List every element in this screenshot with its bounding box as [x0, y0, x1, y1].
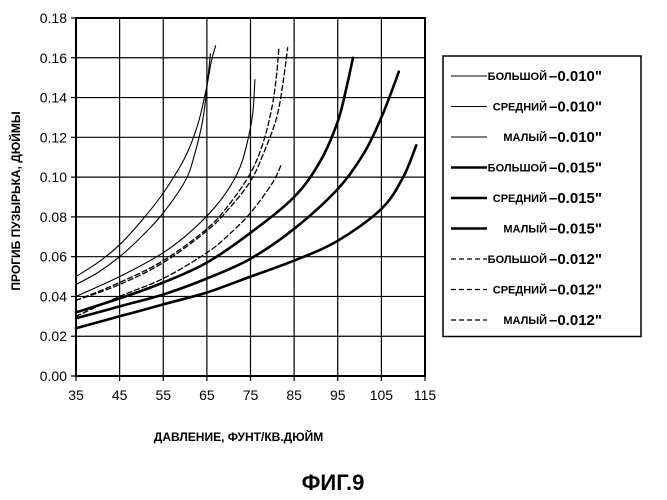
x-axis-label: ДАВЛЕНИЕ, ФУНТ/КВ.ДЮЙМ [154, 429, 323, 444]
x-tick-label: 115 [414, 387, 437, 403]
x-tick-label: 85 [286, 387, 302, 403]
legend-thickness-value: –0.012" [549, 282, 602, 299]
legend-thickness-value: –0.015" [549, 190, 602, 207]
figure-title: ФИГ.9 [302, 470, 365, 495]
x-axis-ticks: 35 45 55 65 75 85 95 105 115 [68, 376, 436, 403]
legend-thickness-value: –0.012" [549, 312, 602, 329]
grid [76, 18, 425, 376]
x-tick-label: 65 [199, 387, 215, 403]
legend-thickness-value: –0.015" [549, 221, 602, 238]
legend-series-name: БОЛЬШОЙ [488, 253, 547, 266]
series-line-7 [76, 48, 279, 301]
y-tick-label: 0.08 [40, 209, 67, 225]
legend-series-name: БОЛЬШОЙ [488, 162, 547, 175]
legend-series-name: МАЛЫЙ [503, 223, 547, 236]
legend-series-name: СРЕДНИЙ [493, 284, 547, 297]
series-line-2 [76, 54, 210, 285]
y-tick-label: 0.10 [40, 169, 67, 185]
y-axis-ticks: 0.00 0.02 0.04 0.06 0.08 0.10 0.12 0.14 0.16 0.18 [40, 10, 76, 384]
x-tick-label: 105 [370, 387, 394, 403]
x-tick-label: 75 [243, 387, 259, 403]
y-tick-label: 0.04 [40, 288, 67, 304]
y-tick-label: 0.16 [40, 50, 67, 66]
legend-thickness-value: –0.010" [549, 99, 602, 116]
y-tick-label: 0.06 [40, 249, 67, 265]
y-tick-label: 0.14 [40, 90, 67, 106]
legend-series-name: СРЕДНИЙ [493, 101, 547, 114]
legend-thickness-value: –0.012" [549, 251, 602, 268]
legend-thickness-value: –0.015" [549, 160, 602, 177]
y-tick-label: 0.12 [40, 129, 67, 145]
legend-series-name: МАЛЫЙ [503, 131, 547, 144]
x-tick-label: 45 [112, 387, 128, 403]
series-lines [76, 46, 416, 329]
y-tick-label: 0.00 [40, 368, 67, 384]
legend-series-name: МАЛЫЙ [503, 314, 547, 327]
x-tick-label: 35 [68, 387, 84, 403]
legend-series-name: БОЛЬШОЙ [488, 70, 547, 83]
legend-thickness-value: –0.010" [549, 129, 602, 146]
y-axis-label: ПРОГИБ ПУЗЫРЬКА, ДЮЙМЫ [8, 111, 23, 290]
legend-thickness-value: –0.010" [549, 68, 602, 85]
x-tick-label: 95 [330, 387, 346, 403]
x-tick-label: 55 [155, 387, 171, 403]
y-tick-label: 0.02 [40, 328, 67, 344]
series-line-8 [76, 48, 288, 301]
legend: БОЛЬШОЙ–0.010"СРЕДНИЙ–0.010"МАЛЫЙ–0.010"… [443, 56, 641, 337]
legend-series-name: СРЕДНИЙ [493, 192, 547, 205]
y-tick-label: 0.18 [40, 10, 67, 26]
series-line-3 [76, 80, 255, 297]
series-line-1 [76, 46, 216, 277]
